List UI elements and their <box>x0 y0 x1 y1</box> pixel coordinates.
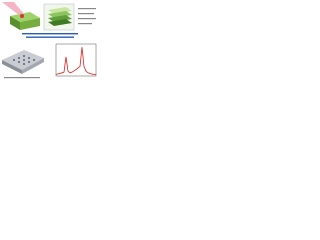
spectrum-line <box>55 47 97 76</box>
spectrum-plot <box>55 47 97 76</box>
layer <box>48 11 72 18</box>
layer <box>48 7 72 14</box>
block-side <box>10 16 20 30</box>
caption-lines <box>22 33 78 38</box>
figure <box>2 2 97 79</box>
substrate-front <box>22 58 44 74</box>
layer <box>48 19 72 26</box>
laser-spot <box>20 14 24 18</box>
panel-caption <box>4 77 40 79</box>
plot-frame <box>55 43 97 77</box>
block-front <box>20 18 40 30</box>
laser-beam <box>2 2 24 16</box>
layer <box>48 15 72 22</box>
array <box>13 55 35 65</box>
substrate-side <box>2 60 22 74</box>
legend-lines <box>78 8 96 25</box>
